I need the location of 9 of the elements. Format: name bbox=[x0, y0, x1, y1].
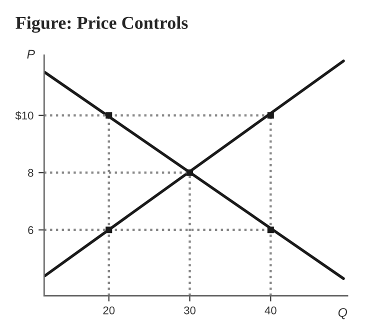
y-axis-title: P bbox=[27, 50, 35, 58]
x-tick-label: 40 bbox=[264, 306, 276, 314]
y-tick-label: 6 bbox=[28, 226, 34, 234]
x-axis-title: Q bbox=[338, 308, 348, 320]
x-tick-label: 30 bbox=[184, 306, 196, 314]
x-tick-label: 20 bbox=[103, 306, 115, 314]
y-tick-label: 8 bbox=[28, 168, 34, 177]
y-tick-label: $10 bbox=[15, 111, 34, 120]
chart-title: Figure: Price Controls bbox=[16, 16, 188, 33]
